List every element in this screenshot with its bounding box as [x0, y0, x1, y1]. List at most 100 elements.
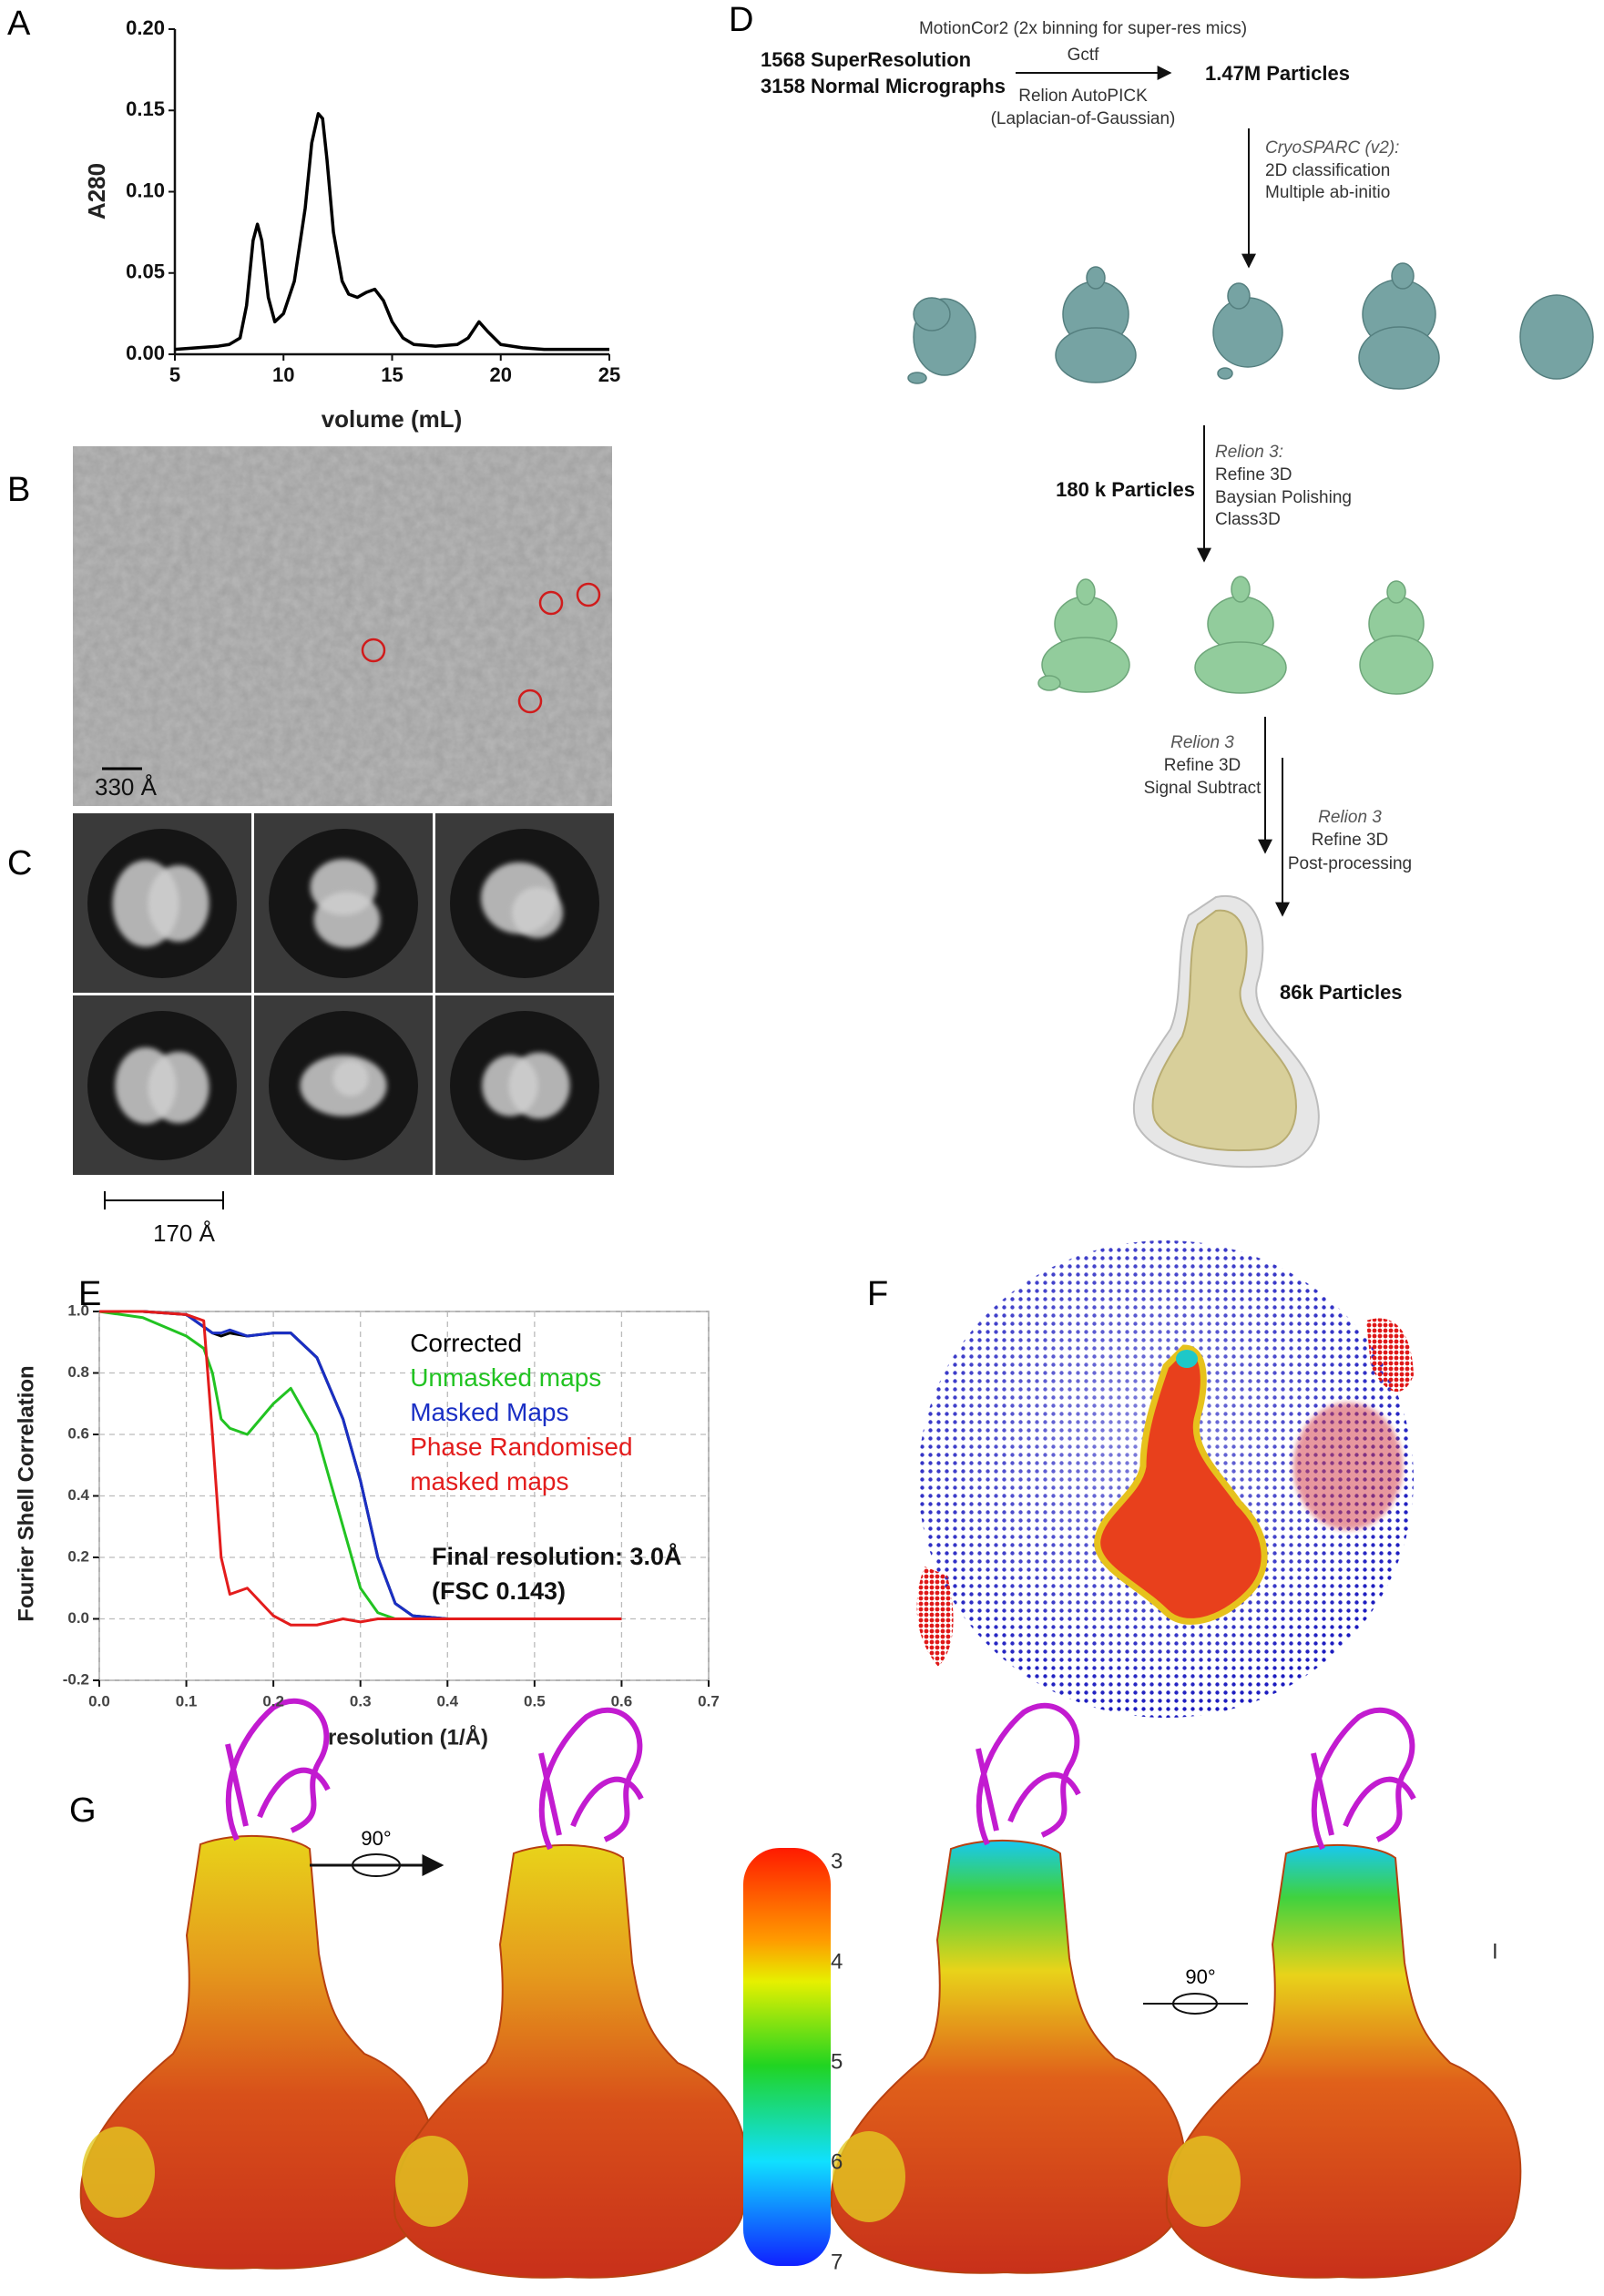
x-axis-label: volume (mL) — [322, 405, 463, 433]
local-resolution-maps — [79, 1698, 1522, 2279]
panel-label: B — [7, 471, 30, 509]
x-tick-label: 5 — [169, 363, 180, 386]
x-tick-label: 0.7 — [698, 1692, 720, 1709]
step-text: Refine 3D — [1164, 756, 1241, 775]
x-tick-label: 0.2 — [262, 1692, 284, 1709]
map-lobe — [1041, 637, 1130, 693]
panel-label: E — [78, 1275, 101, 1313]
resolution-map — [393, 1707, 750, 2279]
data-line — [174, 112, 609, 352]
map-lobe — [1359, 635, 1434, 695]
particle-count: 1.47M Particles — [1205, 62, 1350, 85]
colorbar — [743, 1848, 831, 2266]
scale-bar-label: 170 Å — [153, 1219, 216, 1247]
input-text: 3158 Normal Micrographs — [761, 75, 1006, 97]
step-text: (Laplacian-of-Gaussian) — [991, 109, 1176, 128]
density-blob — [1094, 1344, 1268, 1625]
y-tick-label: 0.20 — [126, 16, 165, 39]
density-surface — [830, 1839, 1187, 2274]
rotation-loop — [1172, 1993, 1218, 2015]
map-lobe — [1076, 578, 1096, 606]
y-tick-label: 0.05 — [126, 260, 165, 283]
step-text: Refine 3D — [1312, 831, 1389, 850]
data-line — [99, 1310, 622, 1627]
x-axis-label: resolution (1/Å) — [328, 1724, 488, 1750]
step-text: Relion AutoPICK — [1018, 87, 1148, 106]
map-lobe — [907, 372, 927, 384]
particle-count: 86k Particles — [1280, 981, 1403, 1004]
step-text: Baysian Polishing — [1215, 488, 1352, 507]
model-ribbon — [538, 1707, 644, 1851]
stray-mark: I — [1492, 1939, 1498, 1964]
red-patch — [1366, 1318, 1414, 1393]
density-bump — [1168, 2136, 1241, 2227]
map-lobe — [1519, 294, 1594, 380]
rotation-loop — [352, 1853, 401, 1877]
workflow: MotionCor2 (2x binning for super-res mic… — [761, 19, 1594, 1168]
particle-circle — [538, 590, 564, 616]
map-lobe — [1358, 326, 1440, 390]
map-lobe — [1212, 297, 1283, 368]
x-tick-label: 0.3 — [350, 1692, 372, 1709]
map-lobe — [1386, 580, 1406, 604]
x-tick-label: 20 — [490, 363, 512, 386]
map-lobe — [1231, 576, 1251, 603]
y-tick-label: 0.8 — [67, 1363, 89, 1381]
density-bump — [82, 2127, 155, 2218]
x-tick-label: 10 — [272, 363, 294, 386]
x-tick-label: 15 — [381, 363, 403, 386]
map-lobe — [913, 297, 951, 332]
class-density — [313, 892, 381, 948]
resolution-map — [830, 1702, 1187, 2274]
model-ribbon — [976, 1702, 1081, 1846]
density-bump — [395, 2136, 468, 2227]
panel-label: G — [69, 1791, 97, 1830]
angular-distribution — [916, 1240, 1414, 1718]
colorbar-ticks: 3 4 5 6 7 — [831, 1849, 843, 2274]
map-lobe — [1391, 262, 1415, 290]
particle-count: 180 k Particles — [1056, 478, 1195, 501]
y-tick-label: 0.15 — [126, 97, 165, 120]
particle-circle — [361, 638, 386, 663]
step-text: Multiple ab-initio — [1265, 183, 1390, 202]
y-tick-label: 0.0 — [67, 1609, 89, 1627]
panel-label: F — [867, 1275, 888, 1313]
x-tick-label: 0.1 — [176, 1692, 198, 1709]
final-map — [1132, 894, 1320, 1168]
step-text: CryoSPARC (v2): — [1265, 138, 1399, 158]
red-patch — [1293, 1403, 1403, 1530]
resolution-map — [1165, 1707, 1522, 2279]
model-ribbon — [225, 1698, 331, 1842]
density-bump — [833, 2131, 905, 2222]
colorbar-tick-label: 3 — [831, 1849, 843, 1873]
step-text: Relion 3: — [1215, 443, 1283, 462]
step-text: Refine 3D — [1215, 465, 1292, 485]
rotation-label: 90° — [1185, 1965, 1215, 1988]
map-lobe — [1194, 641, 1287, 694]
step-text: Gctf — [1068, 46, 1100, 65]
colorbar-tick-label: 6 — [831, 2149, 843, 2174]
class-density — [332, 1060, 369, 1097]
y-tick-label: 0.00 — [126, 342, 165, 364]
micrograph-noise — [73, 446, 612, 806]
step-text: MotionCor2 (2x binning for super-res mic… — [919, 19, 1247, 38]
density-blob — [1176, 1350, 1198, 1368]
density-surface — [79, 1834, 436, 2270]
y-tick-label: 0.2 — [67, 1547, 89, 1565]
class-density — [148, 1051, 209, 1124]
y-tick-label: 0.10 — [126, 179, 165, 201]
map-lobe — [1227, 282, 1251, 310]
colorbar-tick-label: 4 — [831, 1949, 843, 1974]
step-text: Signal Subtract — [1144, 779, 1262, 798]
model-ribbon — [1311, 1707, 1416, 1851]
step-text: Relion 3 — [1318, 808, 1382, 827]
x-tick-label: 25 — [598, 363, 620, 386]
panel-label: C — [7, 844, 32, 883]
map-lobe — [1086, 266, 1106, 290]
y-axis-label: Fourier Shell Correlation — [14, 1365, 38, 1621]
step-text: Post-processing — [1288, 854, 1412, 873]
density-surface — [1165, 1843, 1522, 2279]
map-lobe — [1055, 327, 1137, 383]
